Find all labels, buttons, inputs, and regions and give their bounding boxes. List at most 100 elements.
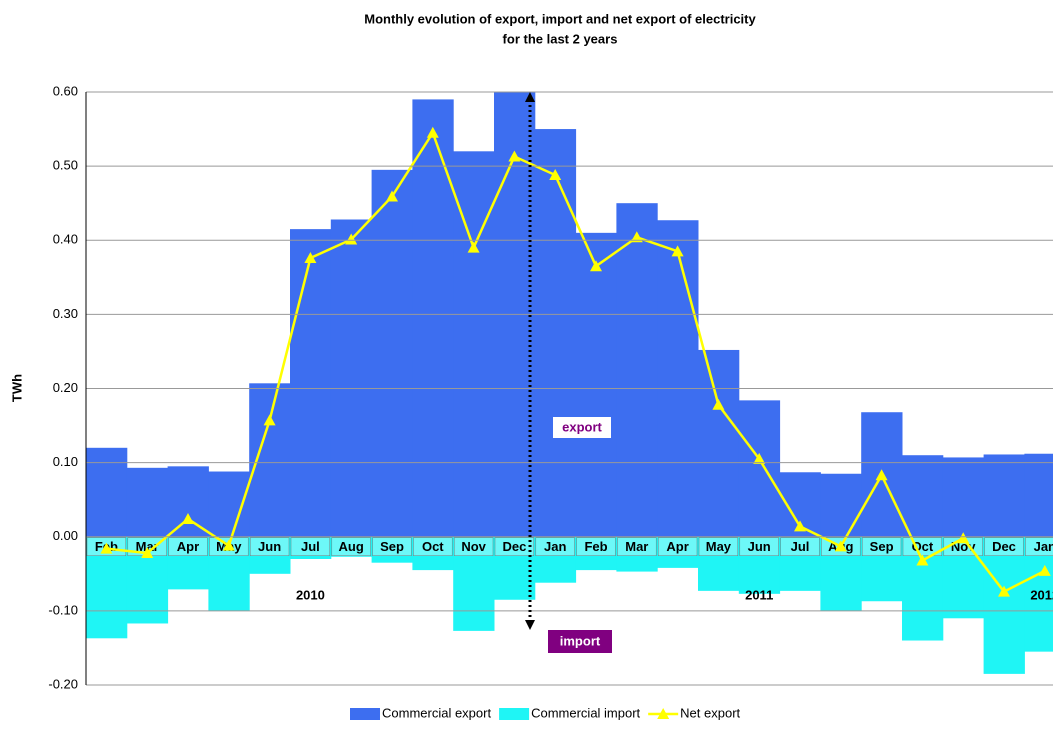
net-marker — [508, 150, 521, 162]
net-marker — [794, 520, 806, 532]
bar — [698, 349, 740, 537]
year-label: 2010 — [296, 587, 325, 602]
month-box — [780, 537, 820, 556]
bar — [290, 536, 332, 559]
month-box — [372, 537, 412, 556]
annotation: export — [562, 419, 602, 434]
net-marker — [549, 169, 562, 181]
arrow-head — [525, 92, 535, 102]
y-tick-label: 0.40 — [53, 232, 78, 247]
x-tick-label: Jun — [748, 539, 771, 554]
y-axis-label: TWh — [9, 374, 24, 402]
net-marker — [222, 539, 235, 551]
month-box — [494, 537, 535, 556]
net-marker — [998, 585, 1010, 597]
bar — [820, 473, 862, 537]
year-label: 2012 — [1030, 587, 1053, 602]
bar — [983, 536, 1025, 674]
month-box — [657, 537, 698, 556]
bar — [249, 536, 291, 574]
bar — [902, 455, 944, 537]
net-marker — [304, 252, 317, 264]
y-tick-label: 0.60 — [53, 83, 78, 98]
bar — [942, 536, 985, 619]
legend-label: Commercial import — [531, 705, 640, 720]
bar — [330, 536, 373, 557]
x-tick-label: Jun — [258, 539, 281, 554]
legend-marker — [657, 708, 670, 719]
month-box — [617, 537, 657, 556]
y-tick-label: 0.50 — [53, 158, 78, 173]
net-marker — [426, 126, 439, 138]
bar — [534, 129, 577, 537]
month-box — [331, 537, 371, 556]
month-box — [535, 537, 575, 556]
bar — [616, 536, 658, 572]
legend-swatch — [350, 708, 380, 720]
x-tick-label: Apr — [666, 539, 688, 554]
x-tick-label: Nov — [461, 539, 486, 554]
net-marker — [630, 231, 643, 243]
bar — [494, 536, 536, 600]
x-tick-label: Jan — [1034, 539, 1053, 554]
x-tick-label: Sep — [380, 539, 404, 554]
x-tick-label: Aug — [339, 539, 364, 554]
net-marker — [712, 398, 725, 410]
x-tick-label: Mar — [136, 539, 159, 554]
annotation-box — [553, 417, 611, 438]
chart-subtitle: for the last 2 years — [503, 31, 618, 46]
x-tick-label: Jan — [544, 539, 566, 554]
bar — [738, 400, 781, 537]
bar — [86, 536, 128, 639]
month-box — [168, 537, 208, 556]
bar — [575, 536, 617, 571]
bar — [167, 536, 209, 590]
month-box — [413, 537, 453, 556]
x-tick-label: Dec — [502, 539, 526, 554]
x-tick-label: Mar — [625, 539, 648, 554]
x-tick-label: Apr — [177, 539, 199, 554]
bar — [657, 220, 699, 537]
net-marker — [386, 190, 398, 202]
bar — [371, 169, 413, 537]
bar — [861, 536, 903, 602]
bar — [534, 536, 577, 583]
bar — [86, 447, 128, 537]
y-tick-label: -0.20 — [48, 676, 78, 691]
month-box — [1025, 537, 1053, 556]
net-marker — [263, 414, 276, 426]
x-tick-label: Nov — [951, 539, 976, 554]
bar — [1024, 453, 1053, 537]
net-marker — [590, 260, 602, 272]
legend-label: Net export — [680, 705, 740, 720]
bar — [126, 467, 169, 537]
arrow-head — [525, 620, 535, 630]
month-box — [739, 537, 779, 556]
net-marker — [345, 233, 358, 245]
bar — [371, 536, 413, 563]
net-marker — [671, 245, 684, 257]
bar — [698, 536, 740, 591]
net-marker — [875, 469, 888, 481]
x-tick-label: Oct — [422, 539, 444, 554]
x-tick-label: Sep — [870, 539, 894, 554]
y-tick-label: 0.30 — [53, 306, 78, 321]
x-tick-label: Jul — [791, 539, 810, 554]
net-marker — [916, 554, 929, 566]
bar — [779, 536, 821, 591]
chart-title: Monthly evolution of export, import and … — [364, 11, 756, 26]
bar — [738, 536, 781, 594]
month-box — [453, 537, 494, 556]
x-tick-label: Dec — [992, 539, 1016, 554]
net-marker — [141, 547, 154, 559]
bar — [412, 99, 454, 537]
y-tick-label: 0.10 — [53, 454, 78, 469]
month-box — [861, 537, 902, 556]
legend-label: Commercial export — [382, 705, 491, 720]
bar — [575, 232, 617, 537]
net-marker — [834, 540, 847, 552]
bar — [657, 536, 699, 568]
net-marker — [957, 532, 970, 544]
bar — [453, 536, 495, 631]
net-marker — [753, 452, 766, 464]
